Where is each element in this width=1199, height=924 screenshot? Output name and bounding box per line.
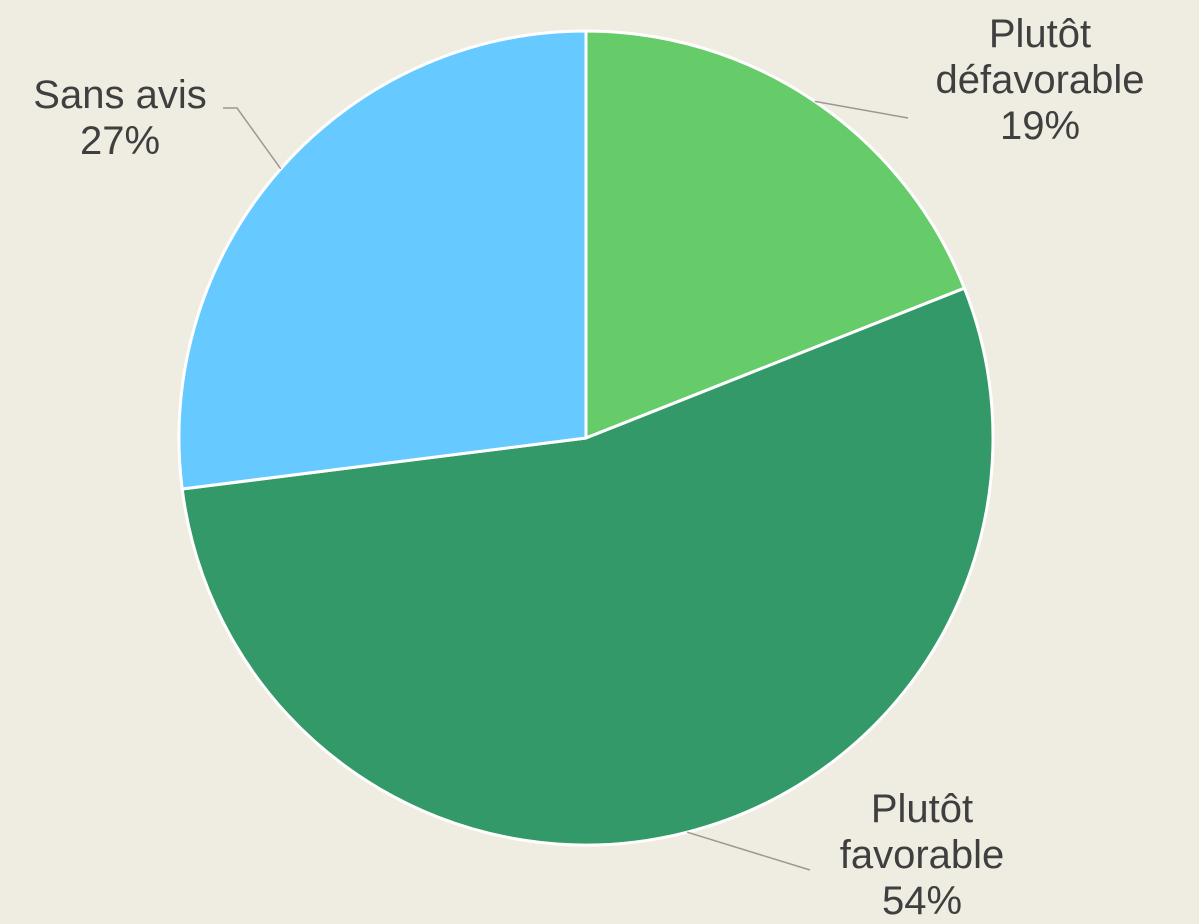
leader-line-sans-avis	[223, 107, 282, 170]
leader-line-plutot-favorable	[686, 831, 811, 871]
slice-labels: Plutôt défavorable 19%Plutôt favorable 54%Sa…	[33, 12, 1144, 923]
label-plutot-favorable: Plutôt favorable 54%	[840, 787, 1005, 923]
label-line-sans-avis-1: 27%	[80, 119, 160, 163]
label-sans-avis: Sans avis 27%	[33, 73, 206, 163]
label-line-plutot-favorable-1: favorable	[840, 833, 1005, 877]
label-line-plutot-defavorable-2: 19%	[1000, 104, 1080, 148]
slice-plutot-favorable	[180, 286, 995, 847]
label-line-sans-avis-0: Sans avis	[33, 73, 206, 117]
pie-slices	[177, 29, 995, 847]
label-plutot-defavorable: Plutôt défavorable 19%	[935, 12, 1144, 148]
leader-line-plutot-defavorable	[814, 100, 909, 119]
label-line-plutot-defavorable-0: Plutôt	[989, 12, 1091, 56]
label-line-plutot-favorable-2: 54%	[882, 879, 962, 923]
slice-sans-avis	[177, 29, 588, 491]
label-line-plutot-favorable-0: Plutôt	[871, 787, 973, 831]
label-line-plutot-defavorable-1: défavorable	[935, 58, 1144, 102]
leader-lines	[223, 100, 909, 871]
slice-plutot-defavorable	[584, 29, 966, 440]
